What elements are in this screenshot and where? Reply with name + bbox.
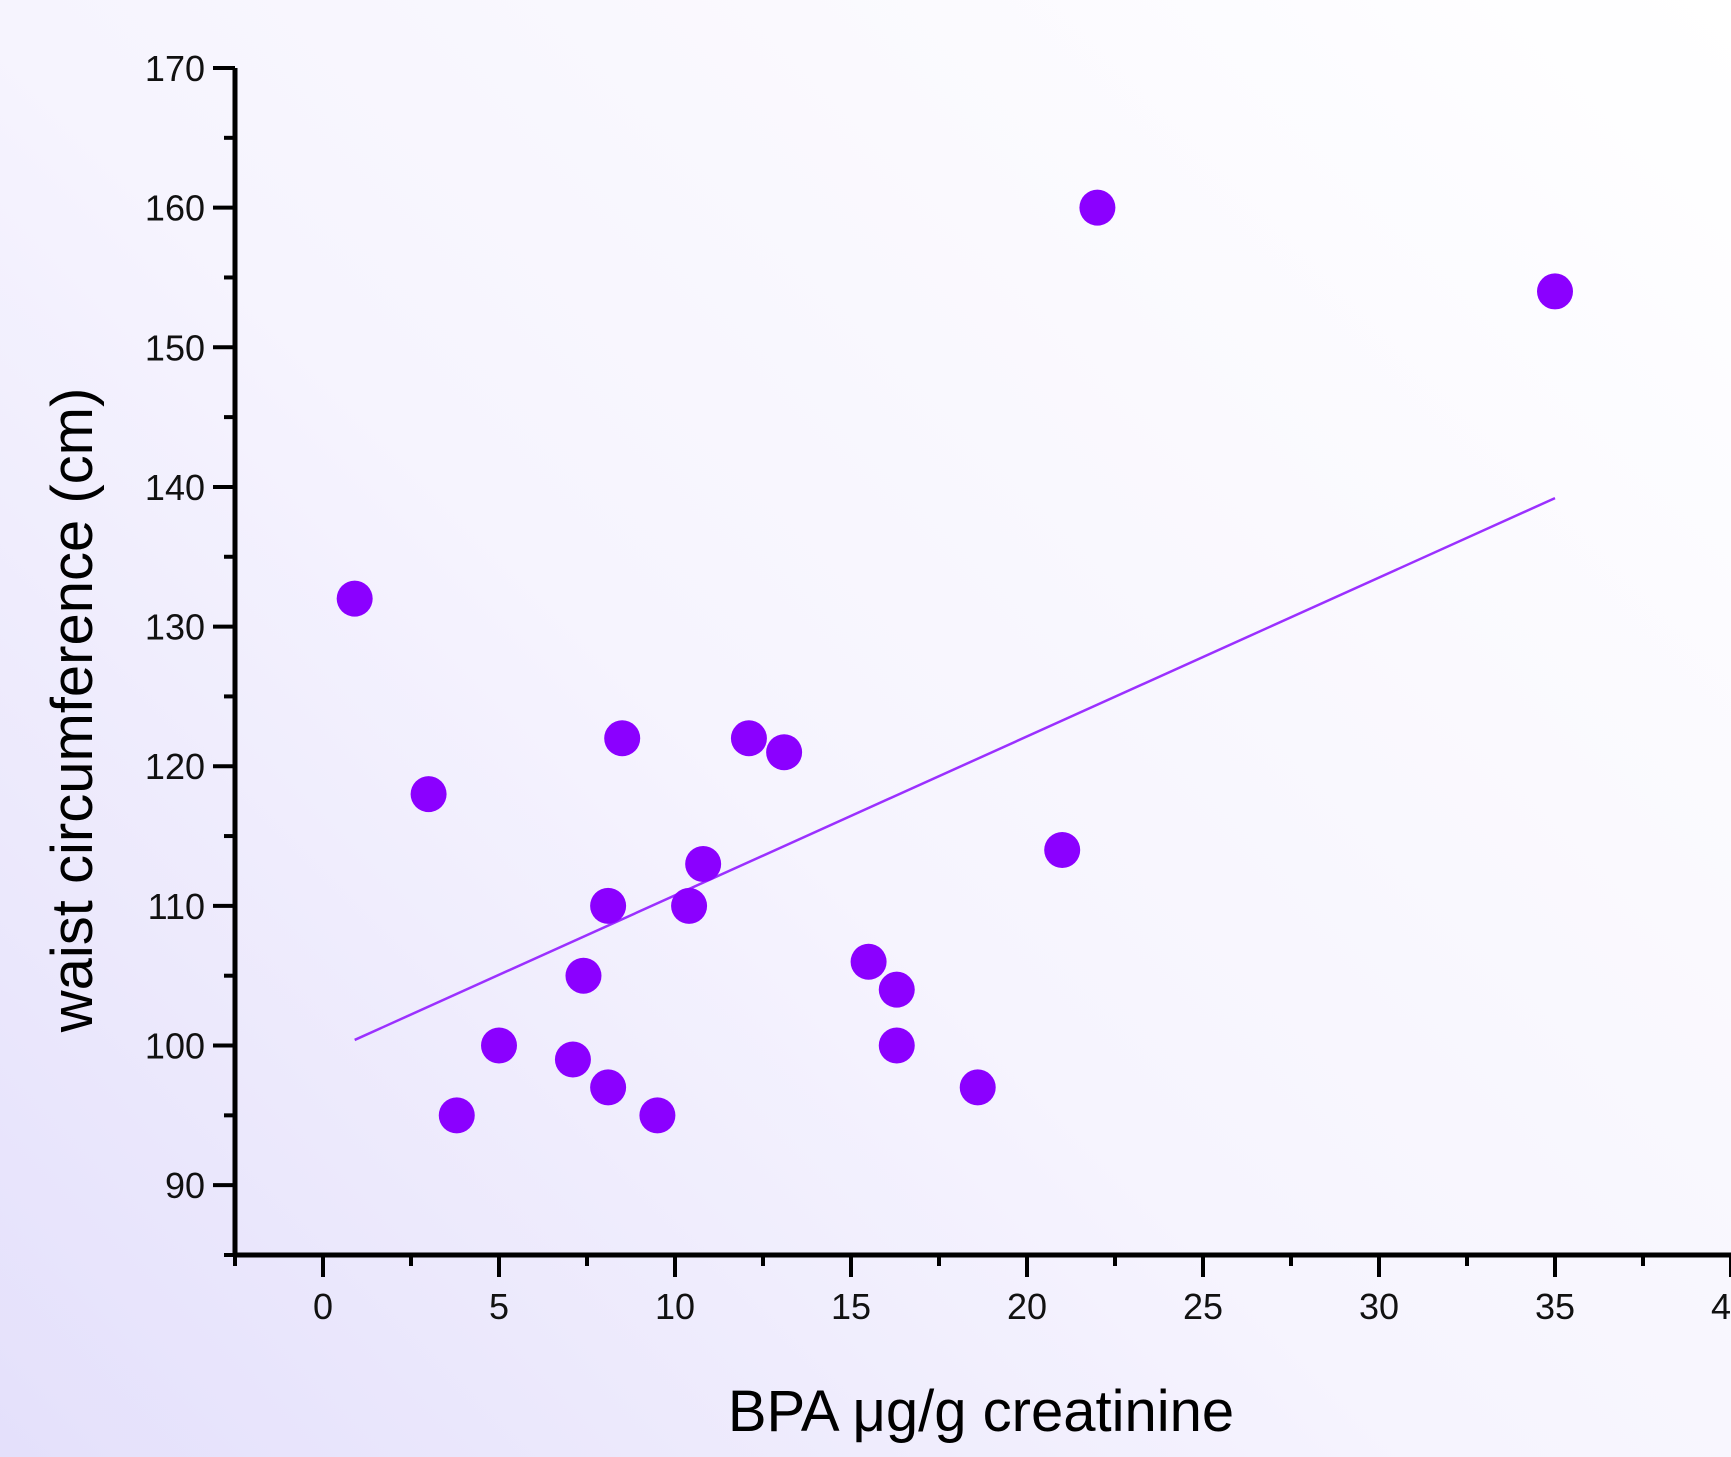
y-tick-label: 170 <box>145 48 205 89</box>
data-point <box>878 971 915 1008</box>
x-tick-label: 10 <box>655 1286 695 1327</box>
data-point <box>878 1027 915 1064</box>
x-tick-label: 0 <box>313 1286 333 1327</box>
y-tick-label: 130 <box>145 607 205 648</box>
x-tick-label: 20 <box>1007 1286 1047 1327</box>
regression-line <box>354 496 1556 1042</box>
x-axis: 0 5 10 15 20 25 30 35 40 <box>233 1252 1731 1327</box>
data-point <box>685 845 722 882</box>
x-tick-label: 15 <box>831 1286 871 1327</box>
regression-line-group <box>354 496 1556 1042</box>
x-axis-label: BPA μg/g creatinine <box>728 1379 1234 1444</box>
y-tick-label: 90 <box>165 1165 205 1206</box>
data-point <box>766 734 803 771</box>
data-point <box>730 720 767 757</box>
data-point <box>554 1041 591 1078</box>
data-point <box>336 580 373 617</box>
y-tick-label: 160 <box>145 188 205 229</box>
y-axis: 90 100 110 120 130 140 150 160 170 <box>145 48 238 1257</box>
data-point <box>671 887 708 924</box>
data-point <box>1537 273 1573 310</box>
data-point <box>1079 189 1116 226</box>
data-point <box>959 1069 996 1106</box>
y-tick-label: 140 <box>145 467 205 508</box>
data-points <box>336 189 1573 1134</box>
data-point <box>438 1097 475 1134</box>
data-point <box>850 943 887 980</box>
y-tick-label: 150 <box>145 327 205 368</box>
y-tick-label: 100 <box>145 1026 205 1067</box>
x-tick-label: 40 <box>1711 1286 1731 1327</box>
data-point <box>590 1069 627 1106</box>
y-tick-label: 110 <box>148 886 205 927</box>
data-point <box>565 957 602 994</box>
data-point <box>1044 832 1081 869</box>
y-tick-label: 120 <box>145 746 205 787</box>
data-point <box>590 887 627 924</box>
x-tick-label: 25 <box>1183 1286 1223 1327</box>
x-tick-label: 35 <box>1535 1286 1575 1327</box>
y-axis-label: waist circumference (cm) <box>40 388 105 1034</box>
data-point <box>604 720 641 757</box>
x-tick-label: 30 <box>1359 1286 1399 1327</box>
x-tick-label: 5 <box>489 1286 509 1327</box>
data-point <box>639 1097 676 1134</box>
data-point <box>481 1027 517 1064</box>
data-point <box>410 776 447 813</box>
